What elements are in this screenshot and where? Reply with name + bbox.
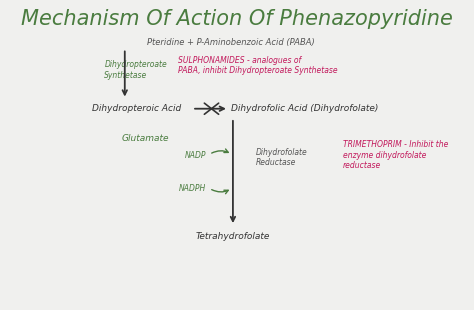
Text: NADP: NADP <box>185 150 206 160</box>
Text: Dihydropteroic Acid: Dihydropteroic Acid <box>92 104 182 113</box>
Text: Glutamate: Glutamate <box>121 134 169 143</box>
Text: Dihydrofolic Acid (Dihydrofolate): Dihydrofolic Acid (Dihydrofolate) <box>231 104 378 113</box>
Text: Dihydrofolate
Reductase: Dihydrofolate Reductase <box>255 148 307 167</box>
Text: SULPHONAMIDES - analogues of
PABA, inhibit Dihydropteroate Synthetase: SULPHONAMIDES - analogues of PABA, inhib… <box>178 56 337 75</box>
Text: TRIMETHOPRIM - Inhibit the
enzyme dihydrofolate
reductase: TRIMETHOPRIM - Inhibit the enzyme dihydr… <box>343 140 448 170</box>
Text: Tetrahydrofolate: Tetrahydrofolate <box>196 232 270 241</box>
Text: Dihydropteroate
Synthetase: Dihydropteroate Synthetase <box>104 60 167 80</box>
Text: Mechanism Of Action Of Phenazopyridine: Mechanism Of Action Of Phenazopyridine <box>21 9 453 29</box>
Text: Pteridine + P-Aminobenzoic Acid (PABA): Pteridine + P-Aminobenzoic Acid (PABA) <box>147 38 315 47</box>
Text: NADPH: NADPH <box>179 184 206 193</box>
